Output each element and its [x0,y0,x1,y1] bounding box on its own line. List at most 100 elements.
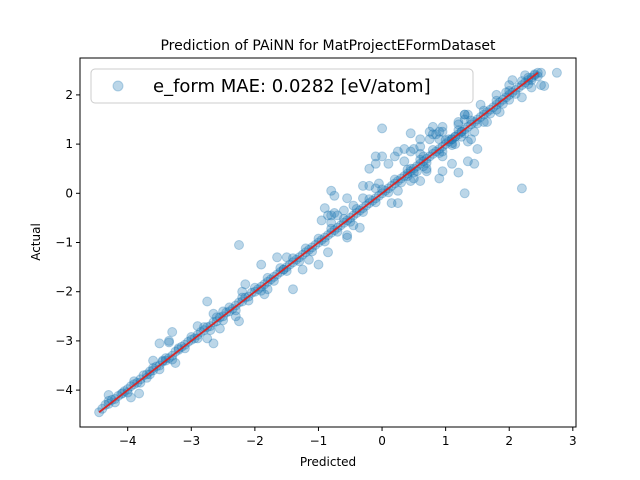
data-point [281,252,292,263]
data-point [459,109,470,120]
x-axis-label: Predicted [300,455,356,469]
data-point [399,144,410,154]
data-point [329,190,340,201]
data-point [164,335,174,346]
data-point [516,183,527,194]
data-point [453,167,464,178]
data-point [329,208,340,218]
data-point [338,205,349,216]
data-point [348,220,359,231]
data-point [536,80,546,91]
data-point [256,259,267,270]
data-point [370,158,381,169]
data-point [399,156,410,167]
data-point [415,148,426,159]
data-point [392,185,403,196]
data-point [437,121,448,132]
data-point [288,284,298,295]
data-point [466,134,477,145]
data-point [370,183,381,194]
data-point [154,338,165,349]
data-point [551,67,562,78]
fit-line [98,72,539,413]
y-tick-label: 2 [65,88,73,102]
y-tick-label: 0 [65,186,73,200]
y-tick-label: −2 [55,285,73,299]
data-point [459,109,470,120]
data-point [491,89,502,100]
data-point [482,117,492,127]
legend-marker [112,80,124,92]
chart-title: Prediction of PAiNN for MatProjectEFormD… [160,38,496,54]
data-point [392,198,403,209]
data-point [447,140,457,151]
y-tick-label: −3 [55,334,73,348]
data-point [373,178,384,189]
data-point [469,158,480,169]
data-point [427,121,438,132]
data-point [526,82,537,93]
data-point [453,117,464,127]
data-point [539,81,550,91]
data-point [262,284,273,295]
data-point [437,166,448,177]
data-point [332,210,343,221]
x-tick-label: 1 [442,434,450,448]
data-point [424,126,435,137]
data-point [164,337,174,348]
x-tick-label: −1 [310,434,328,448]
fit-line-layer [98,72,539,413]
data-point [383,158,394,169]
data-point [415,141,426,152]
data-point [202,333,213,344]
data-point [424,134,435,145]
data-point [342,232,353,243]
data-point [469,126,480,137]
data-point [342,230,353,241]
data-point [389,151,400,162]
data-point [507,75,518,86]
data-point [323,247,333,258]
x-tick-label: 0 [378,434,386,448]
data-point [364,180,375,191]
data-point [125,392,136,403]
data-point [475,99,486,110]
data-point [437,126,448,137]
y-axis-ticks: −4 −3 −2 −1 0 1 2 [55,88,80,397]
data-point [516,92,527,103]
data-point [214,323,225,334]
data-point [434,173,445,184]
data-point [494,107,505,118]
data-point [237,286,248,297]
data-point [405,176,416,186]
data-point [453,119,464,130]
data-point [434,126,445,137]
data-point [202,296,213,307]
data-point [377,151,388,162]
data-point [358,193,368,204]
data-point [170,358,181,368]
x-axis-ticks: −4 −3 −2 −1 0 1 2 3 [119,427,577,448]
data-point [462,136,473,147]
data-point [323,210,333,221]
data-point [450,139,461,150]
data-point [167,327,178,337]
y-axis-label: Actual [29,223,43,261]
data-point [437,151,448,162]
data-point [259,289,270,300]
legend: e_form MAE: 0.0282 [eV/atom] [90,68,474,104]
data-point [405,146,416,157]
data-point [272,252,283,263]
y-tick-label: −4 [55,383,73,397]
data-point [520,70,531,81]
data-point [297,264,308,275]
data-point [405,128,416,139]
data-point [103,390,114,400]
x-tick-label: 2 [505,434,513,448]
data-point [358,180,368,191]
legend-box [90,68,474,104]
x-tick-label: −3 [182,434,200,448]
data-point [421,166,432,177]
data-point [313,259,324,270]
